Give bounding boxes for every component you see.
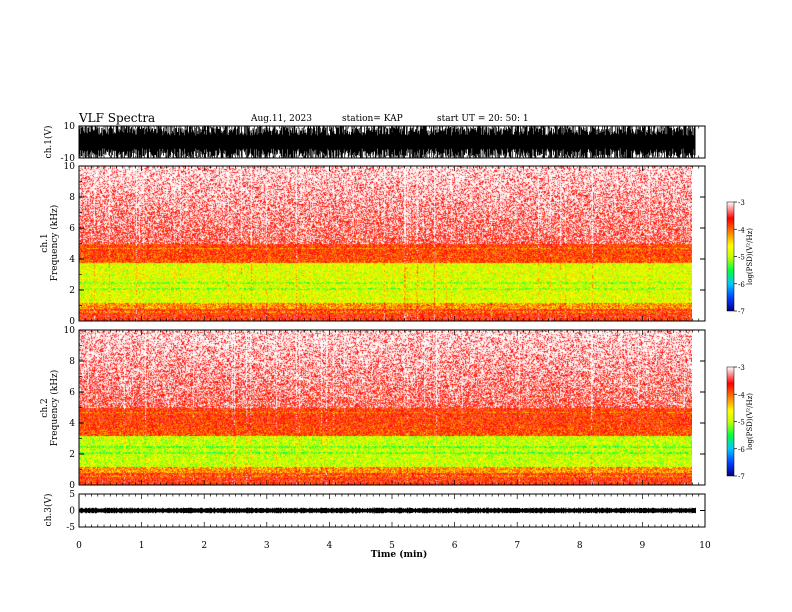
colorbar-label: log(PSD)(V²/Hz) [746,228,754,285]
ch2-spectrogram-ytick-label: 8 [69,357,75,367]
colorbar-tick-label: -7 [738,473,745,481]
ch2-spectrogram-ytick-label: 0 [69,481,75,491]
ch2-spectrogram-ytick-label: 10 [64,326,76,336]
colorbar-tick-label: -5 [738,254,745,262]
ch3-waveform-line [79,507,696,514]
ch2-colorbar-gradient [726,366,735,477]
colorbar-tick-label: -7 [738,308,745,316]
colorbar-tick-label: -6 [738,446,745,454]
ch2-spectrogram-image [79,330,692,485]
colorbar-tick-label: -3 [738,199,745,207]
time-axis: 0 1 2 3 4 5 6 7 8 9 10 [76,126,711,551]
ch1-spectrogram-ytick-label: 2 [69,286,75,296]
ch1-waveform-panel: 10 -10 ch.1(V) [43,122,706,164]
time-axis-label: Time (min) [371,549,428,560]
ch1-colorbar: -3 -4 -5 -6 -7 log(PSD)(V²/Hz) [726,199,754,316]
colorbar-tick-label: -4 [738,226,745,234]
ch1-colorbar-gradient [726,201,735,312]
time-tick-label: 2 [201,541,207,551]
time-tick-label: 7 [514,541,520,551]
ch1-waveform-ytick-label: -10 [61,154,76,164]
chart-title: VLF Spectra [79,111,156,125]
ch1-spectrogram-ytick-label: 6 [69,224,75,234]
time-tick-label: 8 [577,541,583,551]
ch1-spectrogram-ytick-label: 10 [64,162,76,172]
ch1-waveform-ylabel: ch.1(V) [43,126,54,159]
colorbar-tick-label: -4 [738,391,745,399]
ch1-spectrogram-panel: 0 2 4 6 8 10 ch.1 Frequency (kHz) [40,162,706,327]
ch1-waveform-line [79,126,696,158]
ch1-spectrogram-image [79,166,692,321]
ch2-colorbar: -3 -4 -5 -6 -7 log(PSD)(V²/Hz) [726,364,754,481]
colorbar-tick-label: -5 [738,419,745,427]
ch1-spectrogram-ytick-label: 4 [69,255,75,265]
ch1-spectrogram-ytick-label: 8 [69,193,75,203]
ch3-waveform-ytick-label: -5 [66,523,75,533]
time-tick-label: 6 [452,541,458,551]
time-tick-label: 1 [139,541,145,551]
ch1-waveform-ytick-label: 10 [64,122,76,132]
ch1-label: ch.1 [40,233,50,252]
colorbar-label: log(PSD)(V²/Hz) [746,393,754,450]
time-tick-label: 4 [327,541,333,551]
time-tick-label: 3 [264,541,270,551]
ch2-spectrogram-ytick-label: 4 [69,419,75,429]
time-tick-label: 10 [699,541,711,551]
start-time-label: start UT = 20: 50: 1 [437,114,529,124]
ch3-waveform-ytick-label: 5 [69,490,75,500]
ch3-waveform-ylabel: ch.3(V) [43,494,54,527]
date-label: Aug.11, 2023 [251,114,312,124]
ch2-spectrogram-ytick-label: 6 [69,388,75,398]
ch3-waveform-trace [79,507,696,514]
ch3-waveform-ytick-label: 0 [69,507,75,517]
ch1-waveform-trace [79,126,696,158]
time-tick-label: 5 [389,541,395,551]
ch2-spectrogram-panel: 0 2 4 6 8 10 ch.2 Frequency (kHz) [40,326,706,491]
colorbar-tick-label: -6 [738,281,745,289]
ch2-label: ch.2 [40,398,50,417]
time-tick-label: 9 [640,541,646,551]
ch3-waveform-panel: 5 0 -5 ch.3(V) [43,490,706,533]
ch2-frequency-ylabel: Frequency (kHz) [49,370,60,447]
ch2-spectrogram-ytick-label: 2 [69,450,75,460]
ch1-spectrogram-ytick-label: 0 [69,317,75,327]
ch1-frequency-ylabel: Frequency (kHz) [49,205,60,282]
station-label: station= KAP [342,114,403,124]
time-tick-label: 0 [76,541,82,551]
colorbar-tick-label: -3 [738,364,745,372]
